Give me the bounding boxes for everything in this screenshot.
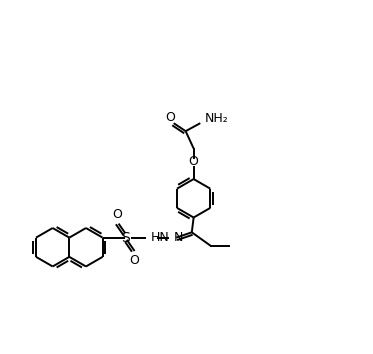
Text: O: O [112,208,122,221]
Text: S: S [121,231,129,245]
Text: HN: HN [151,231,170,244]
Text: O: O [129,255,139,267]
Text: NH₂: NH₂ [205,112,229,125]
Text: N: N [174,231,184,244]
Text: O: O [165,111,175,124]
Text: O: O [189,155,198,168]
